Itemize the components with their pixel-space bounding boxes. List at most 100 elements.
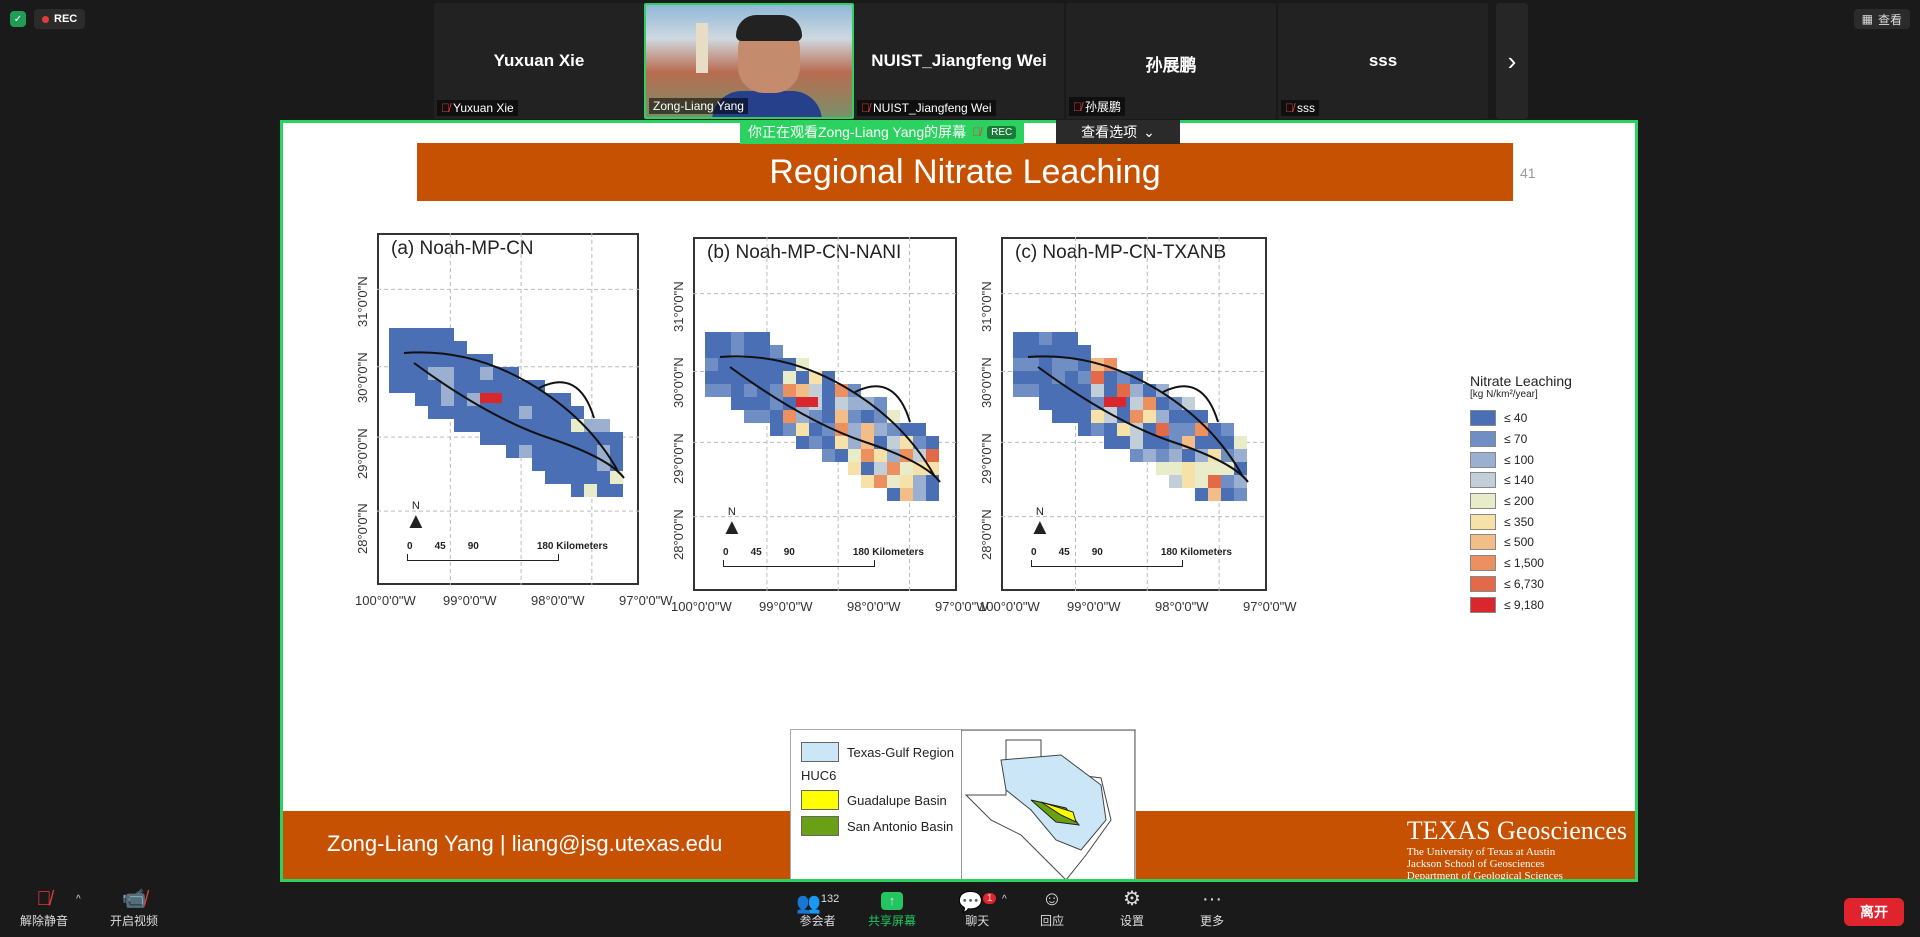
audio-options-caret-icon[interactable]: ^ — [76, 894, 81, 905]
legend-item: ≤ 100 — [1470, 449, 1572, 470]
map-title: (a) Noah-MP-CN — [391, 238, 534, 259]
scale-bar: 0 45 90 180 Kilometers — [407, 541, 608, 561]
scale-45: 45 — [1058, 547, 1070, 558]
security-shield-icon[interactable]: ✓ — [10, 11, 26, 27]
north-label: N — [411, 500, 420, 512]
participant-tile[interactable]: Yuxuan Xie 🎙̸ Yuxuan Xie — [434, 3, 644, 119]
legend: Nitrate Leaching [kg N/km²/year] ≤ 40 ≤ 7… — [1470, 373, 1572, 615]
lat-label: 28°0'0"N — [355, 503, 370, 555]
lon-label: 97°0'0"W — [619, 593, 673, 608]
legend-label: ≤ 350 — [1504, 514, 1534, 529]
participant-tile[interactable]: NUIST_Jiangfeng Wei 🎙̸ NUIST_Jiangfeng We… — [854, 3, 1064, 119]
legend-label: ≤ 140 — [1504, 473, 1534, 488]
chat-button[interactable]: 💬 1 聊天 — [958, 886, 997, 929]
speaker-hair — [736, 15, 802, 41]
rec-mini-label: REC — [987, 125, 1017, 139]
lat-label: 31°0'0"N — [671, 281, 686, 332]
san-antonio-label: San Antonio Basin — [847, 818, 954, 834]
lon-label: 100°0'0"W — [355, 593, 416, 608]
legend-swatch — [1470, 431, 1496, 448]
lon-label: 98°0'0"W — [531, 593, 585, 608]
participants-label: 参会者 — [799, 914, 836, 928]
participant-label: Zong-Liang Yang — [653, 99, 744, 113]
map-svg — [1001, 237, 1267, 591]
scale-90: 90 — [1091, 547, 1103, 558]
texas-map — [961, 730, 1135, 879]
lon-label: 97°0'0"W — [935, 599, 989, 614]
legend-label: ≤ 70 — [1504, 432, 1528, 447]
view-options-label: 查看选项 — [1081, 124, 1138, 140]
scale-0: 0 — [1031, 547, 1037, 558]
participant-tile[interactable]: sss 🎙̸ sss — [1278, 3, 1488, 119]
brand-sub2: Jackson School of Geosciences — [1406, 858, 1545, 870]
brand-sub3: Department of Geological Sciences — [1406, 870, 1563, 882]
north-arrow-icon: ▲ — [405, 508, 427, 533]
lon-label: 100°0'0"W — [671, 599, 732, 614]
guadalupe-swatch — [801, 790, 839, 810]
participant-video-tile[interactable]: Zong-Liang Yang — [644, 3, 854, 119]
brand-sub1: The University of Texas at Austin — [1406, 846, 1556, 858]
scale-line — [723, 560, 875, 567]
ut-logo: TEXAS Geosciences The University of Texa… — [1406, 816, 1627, 882]
lat-label: 31°0'0"N — [979, 281, 994, 332]
map-svg — [693, 237, 957, 591]
huc-label: HUC6 — [801, 768, 837, 783]
legend-item: ≤ 200 — [1470, 491, 1572, 512]
chat-options-caret-icon[interactable]: ^ — [1002, 894, 1007, 905]
scale-line — [407, 554, 559, 561]
more-button[interactable]: ··· 更多 — [1200, 886, 1224, 929]
legend-swatch — [1470, 575, 1496, 592]
settings-button[interactable]: ⚙ 设置 — [1120, 886, 1144, 929]
participant-name: NUIST_Jiangfeng Wei — [871, 51, 1047, 70]
participant-name: 孙展鹏 — [1145, 56, 1197, 75]
lat-label: 30°0'0"N — [979, 357, 994, 408]
mic-muted-icon: 🎙̸ — [1073, 99, 1082, 114]
legend-title: Nitrate Leaching — [1470, 373, 1572, 389]
lon-label: 98°0'0"W — [847, 599, 901, 614]
map-panel — [377, 233, 639, 585]
legend-swatch — [1470, 534, 1496, 551]
react-button[interactable]: ☺ 回应 — [1040, 886, 1064, 929]
legend-label: ≤ 100 — [1504, 452, 1534, 467]
scale-bar: 0 45 90 180 Kilometers — [1031, 547, 1232, 567]
participant-label: 孙展鹏 — [1085, 100, 1122, 114]
legend-swatch — [1470, 451, 1496, 468]
view-options-button[interactable]: 查看选项 ⌄ — [1056, 120, 1180, 144]
next-page-arrow-icon[interactable]: › — [1496, 3, 1528, 119]
mic-muted-icon: 🎙̸ — [36, 888, 52, 910]
lon-label: 99°0'0"W — [759, 599, 813, 614]
legend-unit: [kg N/km²/year] — [1470, 389, 1538, 400]
legend-item: ≤ 6,730 — [1470, 574, 1572, 595]
san-antonio-swatch — [801, 816, 839, 836]
legend-swatch — [1470, 555, 1496, 572]
scale-line — [1031, 560, 1183, 567]
basin-inset: Texas-Gulf Region HUC6 Guadalupe Basin S… — [790, 729, 1136, 879]
participants-button[interactable]: 👥132 参会者 — [796, 886, 839, 929]
start-video-button[interactable]: 📹̸ 开启视频 — [110, 886, 158, 929]
lat-label: 28°0'0"N — [671, 509, 686, 560]
view-button[interactable]: ▦ 查看 — [1853, 9, 1910, 29]
leave-button[interactable]: 离开 — [1844, 898, 1904, 926]
recording-indicator[interactable]: REC — [34, 9, 86, 29]
map-title: (b) Noah-MP-CN-NANI — [707, 242, 902, 263]
lon-label: 99°0'0"W — [1067, 599, 1121, 614]
legend-label: ≤ 40 — [1504, 411, 1528, 426]
scale-45: 45 — [434, 541, 446, 552]
brand-text: TEXAS Geosciences — [1406, 816, 1627, 845]
mic-muted-icon: 🎙̸ — [441, 101, 450, 115]
unmute-button[interactable]: 🎙̸ 解除静音 — [20, 886, 68, 929]
map-panel — [693, 237, 957, 591]
north-arrow: N ▲ — [405, 500, 427, 533]
share-screen-button[interactable]: ↑ 共享屏幕 — [868, 886, 916, 929]
gear-icon: ⚙ — [1123, 888, 1141, 910]
legend-item: ≤ 140 — [1470, 470, 1572, 491]
lat-label: 29°0'0"N — [671, 433, 686, 484]
lat-label: 28°0'0"N — [979, 509, 994, 560]
legend-item: ≤ 500 — [1470, 532, 1572, 553]
viewing-text: 你正在观看Zong-Liang Yang的屏幕 — [748, 124, 967, 140]
participant-tile[interactable]: 孙展鹏 🎙̸ 孙展鹏 — [1066, 3, 1276, 119]
lat-label: 30°0'0"N — [671, 357, 686, 408]
legend-item: ≤ 70 — [1470, 429, 1572, 450]
presenter-info: Zong-Liang Yang | liang@jsg.utexas.edu — [327, 831, 723, 856]
participant-name: sss — [1368, 51, 1398, 70]
